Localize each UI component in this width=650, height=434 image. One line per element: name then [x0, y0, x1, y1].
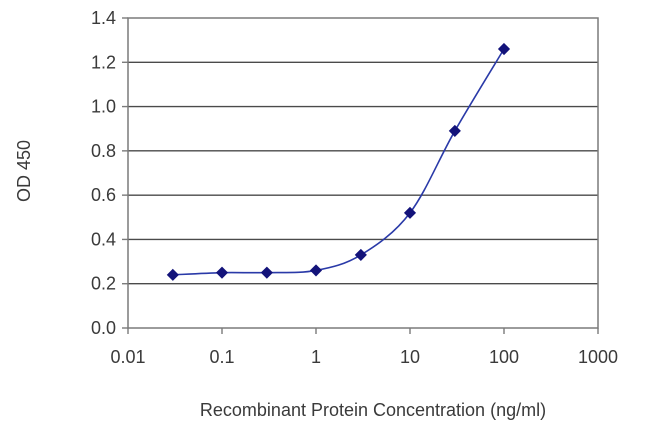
x-tick-label-5: 1000 — [578, 347, 618, 367]
x-tick-label-3: 10 — [400, 347, 420, 367]
y-tick-label-7: 1.4 — [91, 8, 116, 28]
y-tick-label-3: 0.6 — [91, 185, 116, 205]
data-point-2 — [260, 266, 273, 279]
data-point-5 — [403, 206, 417, 219]
series-line-0 — [172, 48, 505, 276]
y-tick-label-6: 1.2 — [91, 52, 116, 72]
data-point-0 — [166, 268, 179, 281]
data-point-3 — [309, 264, 323, 277]
data-point-7 — [497, 42, 511, 56]
x-axis-title: Recombinant Protein Concentration (ng/ml… — [200, 400, 546, 420]
x-tick-label-4: 100 — [489, 347, 519, 367]
data-point-1 — [215, 266, 229, 279]
y-tick-label-0: 0.0 — [91, 318, 116, 338]
tick-layer: 0.0 0.2 0.4 0.6 0.8 1.0 1.2 1.4 0.01 0.1 1 10 100 100… — [91, 8, 618, 367]
y-tick-label-4: 0.8 — [91, 141, 116, 161]
x-tick-label-1: 0.1 — [209, 347, 234, 367]
y-tick-label-1: 0.2 — [91, 274, 116, 294]
y-tick-label-5: 1.0 — [91, 97, 116, 117]
y-tick-label-2: 0.4 — [91, 229, 116, 249]
data-point-4 — [354, 248, 367, 261]
grid-layer — [128, 61, 598, 285]
x-tick-label-2: 1 — [311, 347, 321, 367]
plot-frame — [127, 17, 599, 329]
series-layer — [166, 42, 511, 281]
data-point-6 — [448, 124, 461, 137]
x-tick-label-0: 0.01 — [110, 347, 145, 367]
y-axis-title: OD 450 — [14, 140, 34, 202]
